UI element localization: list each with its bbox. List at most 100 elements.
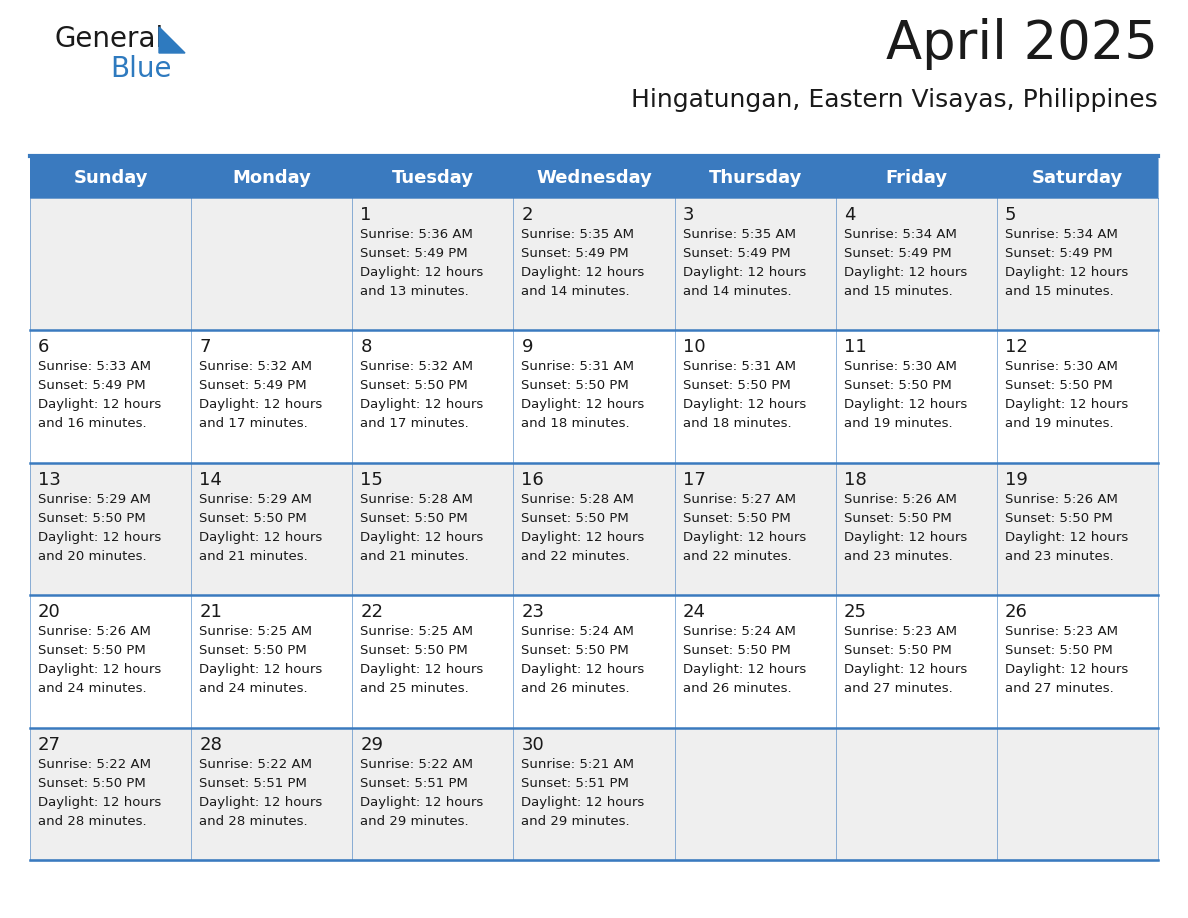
Text: and 14 minutes.: and 14 minutes. [522, 285, 630, 298]
Text: 21: 21 [200, 603, 222, 621]
Text: 7: 7 [200, 339, 210, 356]
Bar [997, 463, 1158, 595]
Bar [30, 463, 191, 595]
Text: Sunrise: 5:21 AM: Sunrise: 5:21 AM [522, 757, 634, 770]
Text: Sunrise: 5:31 AM: Sunrise: 5:31 AM [683, 361, 796, 374]
Text: and 23 minutes.: and 23 minutes. [1005, 550, 1113, 563]
Bar [997, 198, 1158, 330]
Text: Sunset: 5:50 PM: Sunset: 5:50 PM [360, 379, 468, 392]
Text: Sunrise: 5:29 AM: Sunrise: 5:29 AM [38, 493, 151, 506]
Text: Daylight: 12 hours: Daylight: 12 hours [522, 663, 645, 677]
Bar [675, 728, 835, 860]
Bar [513, 198, 675, 330]
Text: Daylight: 12 hours: Daylight: 12 hours [683, 266, 805, 279]
Bar [835, 463, 997, 595]
Bar [30, 728, 191, 860]
Text: Daylight: 12 hours: Daylight: 12 hours [843, 531, 967, 543]
Text: 6: 6 [38, 339, 50, 356]
Text: Sunrise: 5:28 AM: Sunrise: 5:28 AM [360, 493, 473, 506]
Text: and 19 minutes.: and 19 minutes. [843, 418, 953, 431]
Bar [675, 330, 835, 463]
Text: Sunset: 5:49 PM: Sunset: 5:49 PM [683, 247, 790, 260]
Bar [353, 330, 513, 463]
Text: Sunrise: 5:22 AM: Sunrise: 5:22 AM [200, 757, 312, 770]
Text: Monday: Monday [233, 169, 311, 187]
Text: 19: 19 [1005, 471, 1028, 488]
Text: 13: 13 [38, 471, 61, 488]
Text: 22: 22 [360, 603, 384, 621]
Text: 20: 20 [38, 603, 61, 621]
Text: Daylight: 12 hours: Daylight: 12 hours [522, 531, 645, 543]
Text: Daylight: 12 hours: Daylight: 12 hours [360, 266, 484, 279]
Text: Sunset: 5:50 PM: Sunset: 5:50 PM [1005, 379, 1113, 392]
Bar [191, 595, 353, 728]
Text: Sunrise: 5:27 AM: Sunrise: 5:27 AM [683, 493, 796, 506]
Text: Sunset: 5:50 PM: Sunset: 5:50 PM [843, 512, 952, 525]
Text: 4: 4 [843, 206, 855, 224]
Text: Sunrise: 5:32 AM: Sunrise: 5:32 AM [200, 361, 312, 374]
Text: Sunset: 5:50 PM: Sunset: 5:50 PM [38, 777, 146, 789]
Bar [835, 330, 997, 463]
Bar [835, 198, 997, 330]
Text: Sunrise: 5:25 AM: Sunrise: 5:25 AM [200, 625, 312, 638]
Text: Sunset: 5:49 PM: Sunset: 5:49 PM [1005, 247, 1112, 260]
Bar [191, 198, 353, 330]
Bar [835, 728, 997, 860]
Text: and 24 minutes.: and 24 minutes. [200, 682, 308, 695]
Bar [513, 463, 675, 595]
Text: Sunrise: 5:24 AM: Sunrise: 5:24 AM [683, 625, 796, 638]
Bar [353, 463, 513, 595]
Text: Sunrise: 5:26 AM: Sunrise: 5:26 AM [38, 625, 151, 638]
Text: Daylight: 12 hours: Daylight: 12 hours [843, 663, 967, 677]
Text: Saturday: Saturday [1032, 169, 1123, 187]
Text: and 15 minutes.: and 15 minutes. [843, 285, 953, 298]
Text: 26: 26 [1005, 603, 1028, 621]
Text: April 2025: April 2025 [886, 18, 1158, 70]
Text: Sunrise: 5:36 AM: Sunrise: 5:36 AM [360, 228, 473, 241]
Text: 27: 27 [38, 735, 61, 754]
Text: and 16 minutes.: and 16 minutes. [38, 418, 146, 431]
Text: 25: 25 [843, 603, 867, 621]
Text: Sunset: 5:50 PM: Sunset: 5:50 PM [360, 512, 468, 525]
Text: Sunset: 5:50 PM: Sunset: 5:50 PM [522, 379, 630, 392]
Text: and 25 minutes.: and 25 minutes. [360, 682, 469, 695]
Text: Sunset: 5:50 PM: Sunset: 5:50 PM [522, 512, 630, 525]
Text: Sunrise: 5:22 AM: Sunrise: 5:22 AM [38, 757, 151, 770]
Text: Sunset: 5:51 PM: Sunset: 5:51 PM [200, 777, 307, 789]
Text: Daylight: 12 hours: Daylight: 12 hours [38, 796, 162, 809]
Text: Sunset: 5:49 PM: Sunset: 5:49 PM [522, 247, 630, 260]
Text: and 23 minutes.: and 23 minutes. [843, 550, 953, 563]
Text: Sunrise: 5:29 AM: Sunrise: 5:29 AM [200, 493, 312, 506]
Text: 12: 12 [1005, 339, 1028, 356]
Text: 11: 11 [843, 339, 866, 356]
Text: Sunrise: 5:28 AM: Sunrise: 5:28 AM [522, 493, 634, 506]
Text: Sunrise: 5:33 AM: Sunrise: 5:33 AM [38, 361, 151, 374]
Bar [353, 198, 513, 330]
Text: Sunset: 5:50 PM: Sunset: 5:50 PM [1005, 512, 1113, 525]
Text: Sunrise: 5:34 AM: Sunrise: 5:34 AM [1005, 228, 1118, 241]
Text: Sunrise: 5:32 AM: Sunrise: 5:32 AM [360, 361, 473, 374]
Bar [353, 595, 513, 728]
Text: 18: 18 [843, 471, 866, 488]
Text: Sunrise: 5:34 AM: Sunrise: 5:34 AM [843, 228, 956, 241]
Text: Sunrise: 5:30 AM: Sunrise: 5:30 AM [1005, 361, 1118, 374]
Text: and 26 minutes.: and 26 minutes. [522, 682, 630, 695]
Text: Blue: Blue [110, 55, 171, 83]
Text: Sunset: 5:50 PM: Sunset: 5:50 PM [200, 512, 307, 525]
Text: Sunrise: 5:26 AM: Sunrise: 5:26 AM [843, 493, 956, 506]
Text: and 20 minutes.: and 20 minutes. [38, 550, 146, 563]
Bar [191, 463, 353, 595]
Bar [30, 330, 191, 463]
Text: Sunset: 5:50 PM: Sunset: 5:50 PM [683, 644, 790, 657]
Bar [513, 595, 675, 728]
Bar [513, 330, 675, 463]
Text: Sunday: Sunday [74, 169, 147, 187]
Bar [675, 595, 835, 728]
Text: Sunset: 5:50 PM: Sunset: 5:50 PM [843, 644, 952, 657]
Text: Sunset: 5:50 PM: Sunset: 5:50 PM [1005, 644, 1113, 657]
Text: Sunset: 5:50 PM: Sunset: 5:50 PM [683, 512, 790, 525]
Text: General: General [55, 25, 164, 53]
Text: and 24 minutes.: and 24 minutes. [38, 682, 146, 695]
Polygon shape [159, 27, 185, 53]
Bar [30, 158, 1158, 198]
